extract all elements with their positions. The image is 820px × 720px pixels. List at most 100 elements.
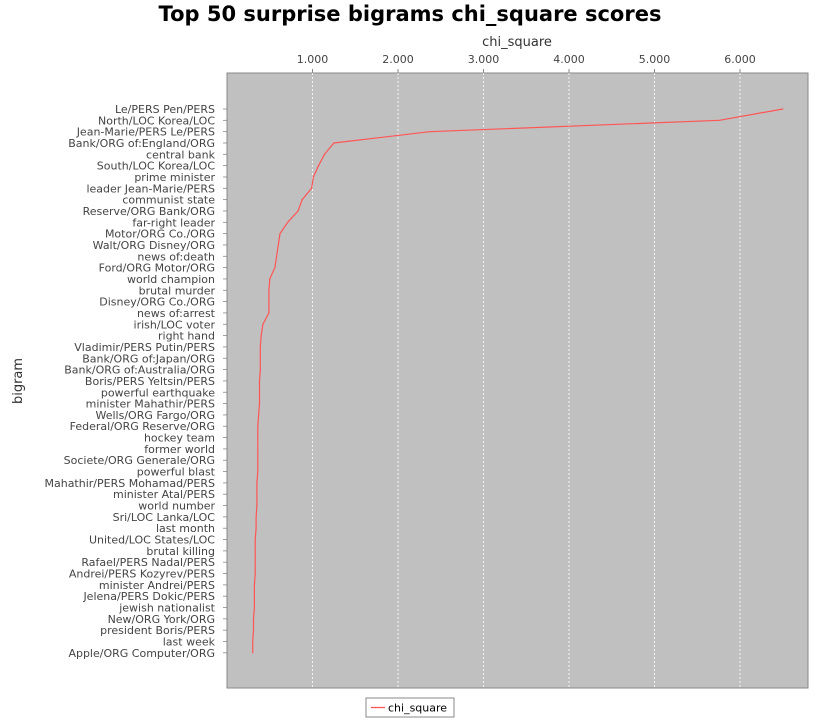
y-category-label: Bank/ORG of:Japan/ORG (82, 352, 215, 365)
x-tick-label: 2.000 (382, 53, 414, 66)
y-category-label: Jelena/PERS Dokic/PERS (82, 590, 215, 603)
y-category-label: Mahathir/PERS Mohamad/PERS (44, 477, 215, 490)
y-category-label: far-right leader (132, 216, 215, 229)
data-point (256, 482, 258, 484)
y-category-label: news of:arrest (137, 307, 216, 320)
data-point (260, 335, 262, 337)
y-category-label: Sri/LOC Lanka/LOC (113, 511, 216, 524)
data-point (276, 255, 278, 257)
y-category-label: Rafael/PERS Nadal/PERS (81, 556, 215, 569)
y-category-label: New/ORG York/ORG (108, 613, 215, 626)
y-category-label: Boris/PERS Yeltsin/PERS (85, 375, 215, 388)
data-point (257, 425, 259, 427)
y-category-label: Andrei/PERS Kozyrev/PERS (69, 568, 215, 581)
data-point (255, 516, 257, 518)
x-axis-ticks: 1.000 2.000 3.000 4.000 5.000 6.000 (297, 53, 756, 73)
y-category-label: Federal/ORG Reserve/ORG (70, 420, 215, 433)
x-tick-label: 5.000 (639, 53, 671, 66)
y-category-label: prime minister (134, 171, 215, 184)
data-point (718, 119, 721, 121)
data-point (257, 471, 259, 473)
y-category-label: Walt/ORG Disney/ORG (93, 239, 215, 252)
x-tick-label: 4.000 (553, 53, 585, 66)
y-category-label: news of:death (137, 250, 215, 263)
y-category-label: minister Andrei/PERS (99, 579, 215, 592)
data-point (255, 527, 257, 529)
plot-area (226, 72, 809, 689)
y-category-label: Ford/ORG Motor/ORG (99, 262, 215, 275)
data-point (252, 618, 255, 620)
data-point (254, 550, 256, 552)
data-point (312, 176, 314, 178)
data-point (311, 187, 313, 189)
y-category-label: Wells/ORG Fargo/ORG (95, 409, 215, 422)
data-point (323, 153, 326, 155)
data-point (259, 369, 261, 371)
y-category-label: United/LOC States/LOC (89, 534, 215, 547)
data-point (254, 538, 256, 541)
y-category-label: former world (144, 443, 215, 456)
y-category-label: minister Mahathir/PERS (86, 398, 215, 411)
x-tick-label: 3.000 (468, 53, 500, 66)
data-point (258, 403, 261, 405)
data-point (256, 505, 258, 507)
y-category-label: Bank/ORG of:Australia/ORG (64, 364, 215, 377)
data-point (782, 108, 784, 110)
y-category-label: Reserve/ORG Bank/ORG (83, 205, 215, 218)
data-point (258, 391, 261, 393)
series-layer (252, 108, 784, 654)
data-point (269, 278, 271, 280)
data-point (277, 244, 279, 246)
data-point (257, 437, 259, 439)
data-point (429, 131, 431, 133)
y-category-label: president Boris/PERS (100, 624, 215, 637)
chart-title: Top 50 surprise bigrams chi_square score… (159, 2, 662, 26)
y-category-label: central bank (146, 148, 216, 161)
y-category-label: Jean-Marie/PERS Le/PERS (76, 126, 215, 139)
y-category-label: powerful earthquake (101, 386, 215, 399)
data-point (252, 640, 254, 643)
y-category-label: North/LOC Korea/LOC (98, 114, 215, 127)
data-point (254, 561, 256, 563)
data-point (287, 221, 289, 223)
legend: chi_square (365, 697, 455, 718)
grid-lines (312, 73, 741, 688)
data-point (274, 267, 276, 269)
y-category-label: Apple/ORG Computer/ORG (68, 647, 215, 660)
data-point (268, 312, 270, 314)
y-category-label: hockey team (144, 432, 215, 445)
y-category-label: Disney/ORG Co./ORG (99, 296, 215, 309)
y-category-label: jewish nationalist (118, 602, 215, 615)
data-point (297, 210, 299, 212)
data-point (317, 165, 320, 167)
data-point (258, 380, 261, 382)
data-point (257, 448, 259, 450)
y-category-label: Le/PERS Pen/PERS (115, 103, 215, 116)
data-point (333, 142, 335, 144)
data-point (301, 199, 303, 201)
x-tick-label: 1.000 (297, 53, 329, 66)
y-category-label: powerful blast (137, 466, 216, 479)
y-category-label: Societe/ORG Generale/ORG (64, 454, 215, 467)
data-point (253, 595, 255, 597)
data-point (253, 606, 255, 609)
y-category-label: Bank/ORG of:England/ORG (68, 137, 215, 150)
y-category-label: world champion (127, 273, 215, 286)
data-point (252, 629, 255, 631)
y-category-label: irish/LOC voter (134, 318, 216, 331)
data-point (254, 572, 256, 575)
data-point (257, 459, 259, 461)
data-point (252, 652, 254, 654)
data-point (279, 233, 281, 235)
y-category-label: world number (138, 500, 215, 513)
legend-box (365, 697, 455, 718)
data-point (256, 493, 258, 495)
data-point (258, 414, 260, 416)
data-point (253, 584, 255, 586)
data-point (268, 301, 270, 303)
data-point (259, 346, 261, 348)
legend-label: chi_square (388, 702, 447, 715)
x-tick-label: 6.000 (724, 53, 756, 66)
